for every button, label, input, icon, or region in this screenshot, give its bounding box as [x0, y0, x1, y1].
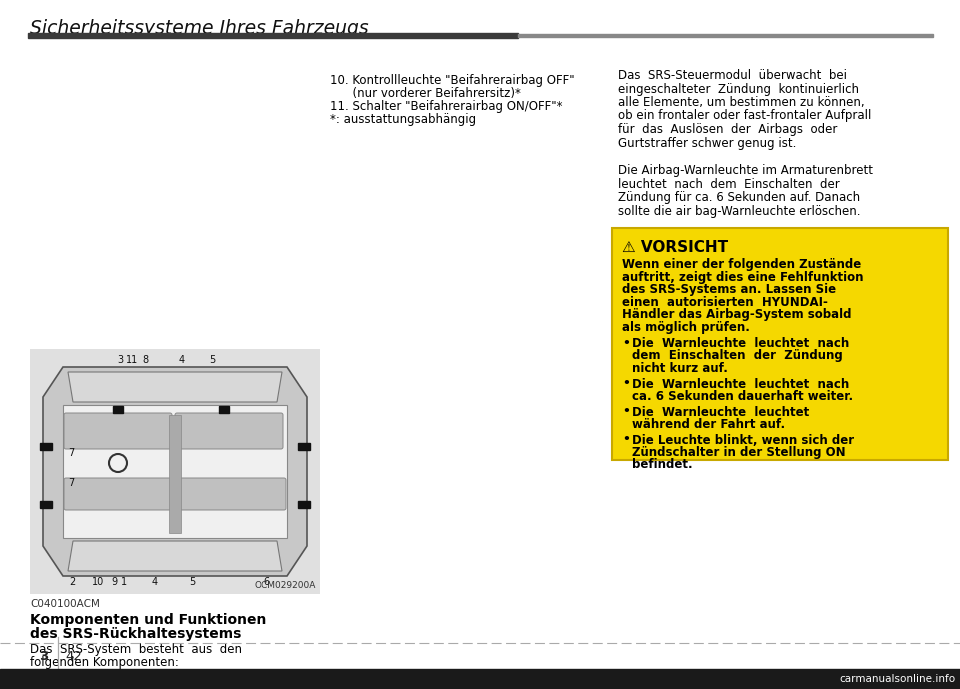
- Text: während der Fahrt auf.: während der Fahrt auf.: [632, 418, 785, 431]
- Text: *: ausstattungsabhängig: *: ausstattungsabhängig: [330, 113, 476, 126]
- Text: Die  Warnleuchte  leuchtet  nach: Die Warnleuchte leuchtet nach: [632, 378, 850, 391]
- Text: des SRS-Systems an. Lassen Sie: des SRS-Systems an. Lassen Sie: [622, 283, 836, 296]
- Text: •: •: [622, 433, 630, 446]
- Text: 6: 6: [263, 577, 269, 587]
- Bar: [28, 33, 518, 38]
- Text: Das  SRS-Steuermodul  überwacht  bei: Das SRS-Steuermodul überwacht bei: [618, 69, 847, 82]
- FancyBboxPatch shape: [175, 413, 283, 449]
- Bar: [219, 406, 229, 413]
- Text: ⚠ VORSICHT: ⚠ VORSICHT: [622, 240, 728, 255]
- Text: ob ein frontaler oder fast-frontaler Aufprall: ob ein frontaler oder fast-frontaler Auf…: [618, 110, 872, 123]
- Text: 3: 3: [117, 355, 123, 365]
- Text: 4: 4: [179, 355, 185, 365]
- Text: Die  Warnleuchte  leuchtet: Die Warnleuchte leuchtet: [632, 406, 809, 418]
- Text: •: •: [622, 378, 630, 391]
- Bar: [612, 228, 948, 460]
- FancyBboxPatch shape: [64, 478, 286, 510]
- Text: dem  Einschalten  der  Zündung: dem Einschalten der Zündung: [632, 349, 843, 362]
- Text: Gurtstraffer schwer genug ist.: Gurtstraffer schwer genug ist.: [618, 136, 797, 150]
- Text: alle Elemente, um bestimmen zu können,: alle Elemente, um bestimmen zu können,: [618, 96, 865, 109]
- Text: 11. Schalter "Beifahrerairbag ON/OFF"*: 11. Schalter "Beifahrerairbag ON/OFF"*: [330, 100, 563, 113]
- Text: eingeschalteter  Zündung  kontinuierlich: eingeschalteter Zündung kontinuierlich: [618, 83, 859, 96]
- Text: Sicherheitssysteme Ihres Fahrzeugs: Sicherheitssysteme Ihres Fahrzeugs: [30, 19, 369, 39]
- Text: sollte die air bag-Warnleuchte erlöschen.: sollte die air bag-Warnleuchte erlöschen…: [618, 205, 860, 218]
- Bar: [169, 415, 181, 533]
- Text: Fahrerairbagmodul vorn: Fahrerairbagmodul vorn: [50, 671, 192, 684]
- Text: 7: 7: [68, 449, 74, 458]
- Text: Händler das Airbag-System sobald: Händler das Airbag-System sobald: [622, 308, 852, 321]
- Text: C040100ACM: C040100ACM: [30, 599, 100, 609]
- Text: Die  Warnleuchte  leuchtet  nach: Die Warnleuchte leuchtet nach: [632, 337, 850, 350]
- Text: 9: 9: [111, 577, 117, 587]
- Bar: [0, 669, 960, 689]
- Polygon shape: [68, 372, 282, 402]
- Text: als möglich prüfen.: als möglich prüfen.: [622, 320, 750, 333]
- Text: Komponenten und Funktionen: Komponenten und Funktionen: [30, 613, 266, 627]
- Text: 1.: 1.: [32, 671, 43, 684]
- Text: 8: 8: [142, 355, 148, 365]
- Polygon shape: [43, 367, 307, 576]
- Bar: [113, 406, 123, 413]
- Text: Die Airbag-Warnleuchte im Armaturenbrett: Die Airbag-Warnleuchte im Armaturenbrett: [618, 164, 873, 177]
- Text: 10. Kontrollleuchte "Beifahrerairbag OFF": 10. Kontrollleuchte "Beifahrerairbag OFF…: [330, 74, 575, 87]
- Text: befindet.: befindet.: [632, 458, 692, 471]
- Text: 1: 1: [121, 577, 127, 587]
- Bar: [518, 34, 933, 37]
- Bar: [298, 501, 310, 508]
- Text: 7: 7: [68, 478, 74, 489]
- Text: 42: 42: [65, 650, 83, 664]
- Text: auftritt, zeigt dies eine Fehlfunktion: auftritt, zeigt dies eine Fehlfunktion: [622, 271, 863, 283]
- Text: folgenden Komponenten:: folgenden Komponenten:: [30, 656, 179, 669]
- Text: nicht kurz auf.: nicht kurz auf.: [632, 362, 728, 375]
- Text: 5: 5: [209, 355, 215, 365]
- Text: einen  autorisierten  HYUNDAI-: einen autorisierten HYUNDAI-: [622, 296, 828, 309]
- Bar: [40, 501, 52, 508]
- Text: Das  SRS-System  besteht  aus  den: Das SRS-System besteht aus den: [30, 643, 242, 656]
- Text: 11: 11: [126, 355, 138, 365]
- Text: (nur vorderer Beifahrersitz)*: (nur vorderer Beifahrersitz)*: [330, 87, 521, 100]
- Bar: [30, 349, 320, 594]
- Bar: [63, 405, 287, 538]
- Bar: [40, 443, 52, 450]
- Text: des SRS-Rückhaltesystems: des SRS-Rückhaltesystems: [30, 627, 241, 641]
- Text: OCM029200A: OCM029200A: [254, 581, 316, 590]
- Text: 10: 10: [92, 577, 104, 587]
- Text: 2: 2: [69, 577, 75, 587]
- Text: 2.: 2.: [32, 684, 43, 689]
- Polygon shape: [68, 541, 282, 571]
- Text: •: •: [622, 337, 630, 350]
- Text: carmanualsonline.info: carmanualsonline.info: [839, 674, 955, 684]
- Text: leuchtet  nach  dem  Einschalten  der: leuchtet nach dem Einschalten der: [618, 178, 840, 190]
- Bar: [298, 443, 310, 450]
- Text: 4: 4: [152, 577, 158, 587]
- Text: Wenn einer der folgenden Zustände: Wenn einer der folgenden Zustände: [622, 258, 861, 271]
- Text: 5: 5: [189, 577, 195, 587]
- Text: Die Leuchte blinkt, wenn sich der: Die Leuchte blinkt, wenn sich der: [632, 433, 854, 446]
- Text: für  das  Auslösen  der  Airbags  oder: für das Auslösen der Airbags oder: [618, 123, 837, 136]
- Text: •: •: [622, 406, 630, 418]
- Text: 3: 3: [39, 650, 49, 664]
- Text: Vordere Aufprallsensoren: Vordere Aufprallsensoren: [50, 684, 200, 689]
- Text: ca. 6 Sekunden dauerhaft weiter.: ca. 6 Sekunden dauerhaft weiter.: [632, 390, 853, 403]
- Text: Zündschalter in der Stellung ON: Zündschalter in der Stellung ON: [632, 446, 846, 459]
- Text: Zündung für ca. 6 Sekunden auf. Danach: Zündung für ca. 6 Sekunden auf. Danach: [618, 191, 860, 204]
- FancyBboxPatch shape: [64, 413, 172, 449]
